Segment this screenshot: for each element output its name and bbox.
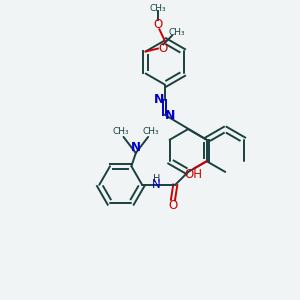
Text: N: N [131,141,141,154]
Text: CH₃: CH₃ [150,4,166,13]
Text: O: O [153,18,163,31]
Text: OH: OH [184,168,202,181]
Text: CH₃: CH₃ [142,127,159,136]
Text: N: N [152,178,161,191]
Text: O: O [159,42,168,55]
Text: O: O [168,199,178,212]
Text: N: N [154,93,164,106]
Text: H: H [153,174,160,184]
Text: CH₃: CH₃ [113,127,130,136]
Text: N: N [165,109,176,122]
Text: CH₃: CH₃ [169,28,186,37]
